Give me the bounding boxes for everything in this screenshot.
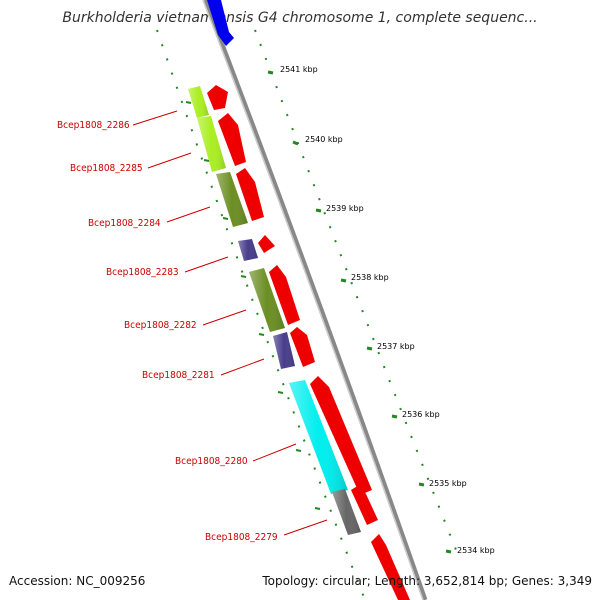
forward-cds-feature: [236, 168, 264, 221]
inner-ruler-tick: [295, 449, 302, 452]
gene-block-sheen: [249, 268, 285, 332]
forward-cds-feature: [351, 485, 378, 525]
top-feature: [207, 0, 234, 46]
kbp-tick-mark: [391, 414, 398, 419]
gene-block-sheen: [332, 489, 361, 535]
gene-block: [197, 116, 226, 172]
label-connectors: [132, 110, 328, 536]
forward-cds-feature: [207, 85, 228, 110]
forward-cds-track: [207, 85, 410, 600]
chromosome-backbone-highlight: [202, 0, 424, 600]
kbp-tick-mark: [315, 208, 322, 213]
gene-block: [273, 332, 295, 369]
forward-cds-feature: [218, 113, 246, 166]
kbp-tick-label: 2535 kbp: [429, 479, 467, 488]
gene-label-connector: [252, 443, 297, 462]
gene-label-connector: [283, 519, 328, 536]
gene-label[interactable]: Bcep1808_2282: [124, 320, 197, 331]
gene-label-connector: [184, 256, 229, 273]
kbp-tick-mark: [340, 278, 347, 283]
gene-label[interactable]: Bcep1808_2285: [70, 163, 143, 174]
inner-ruler-tick: [277, 391, 284, 394]
gene-block-sheen: [188, 86, 209, 118]
forward-cds-feature: [269, 265, 300, 325]
gene-block-sheen: [216, 172, 248, 227]
kbp-tick-label: 2536 kbp: [402, 410, 440, 419]
gene-block: [238, 239, 258, 261]
kbp-tick-label: 2538 kbp: [351, 273, 389, 282]
kbp-tick-label: 2537 kbp: [377, 342, 415, 351]
inner-ruler-tick: [203, 159, 210, 162]
gene-block: [332, 489, 361, 535]
kbp-ticks: 2541 kbp 2540 kbp 2539 kbp 2538 kbp 2537 kbp…: [185, 65, 495, 555]
inner-ruler-tick: [222, 217, 229, 220]
chromosome-backbone: [202, 0, 428, 600]
kbp-tick-mark: [366, 346, 373, 351]
gene-label-connector: [202, 309, 247, 326]
gene-label-connector: [132, 110, 178, 126]
gene-block: [249, 268, 285, 332]
gene-label[interactable]: Bcep1808_2284: [88, 218, 161, 229]
gene-label[interactable]: Bcep1808_2283: [106, 267, 179, 278]
kbp-tick-mark: [418, 482, 425, 487]
gene-block: [289, 380, 348, 494]
forward-cds-feature: [290, 327, 315, 367]
inner-ruler-tick: [185, 101, 192, 104]
gene-block: [216, 172, 248, 227]
gene-label-connector: [166, 206, 211, 223]
gene-label[interactable]: Bcep1808_2281: [142, 370, 215, 381]
cog-colored-genes: [188, 86, 361, 535]
gene-block-sheen: [197, 116, 226, 172]
gene-label-connector: [147, 152, 192, 169]
forward-cds-feature: [371, 534, 410, 600]
kbp-tick-label: 2539 kbp: [326, 204, 364, 213]
kbp-tick-mark: [292, 140, 299, 146]
kbp-tick-mark: [445, 549, 452, 554]
inner-ruler-tick: [258, 333, 265, 336]
accession-text: Accession: NC_009256: [9, 574, 146, 588]
gene-block: [188, 86, 209, 118]
gene-block-sheen: [238, 239, 258, 261]
kbp-tick-label: 2540 kbp: [305, 135, 343, 144]
inner-ruler-tick: [240, 275, 247, 278]
kbp-tick-label: 2534 kbp: [457, 546, 495, 555]
gene-label[interactable]: Bcep1808_2280: [175, 456, 248, 467]
ruler-inner-track: [156, 29, 366, 600]
kbp-tick-label: 2541 kbp: [280, 65, 318, 74]
kbp-tick-mark: [267, 70, 274, 75]
gene-label[interactable]: Bcep1808_2286: [57, 120, 130, 131]
topology-summary-text: Topology: circular; Length: 3,652,814 bp…: [262, 574, 592, 588]
gene-block-sheen: [273, 332, 295, 369]
forward-cds-feature: [258, 235, 275, 253]
gene-label[interactable]: Bcep1808_2279: [205, 532, 278, 543]
map-title: Burkholderia vietnamiensis G4 chromosome…: [62, 10, 538, 26]
gene-block-sheen: [289, 380, 348, 494]
gene-labels: Bcep1808_2286 Bcep1808_2285 Bcep1808_2284 B…: [57, 120, 278, 543]
forward-cds-feature: [310, 376, 372, 495]
gene-label-connector: [220, 358, 265, 376]
inner-ruler-tick: [314, 507, 321, 510]
